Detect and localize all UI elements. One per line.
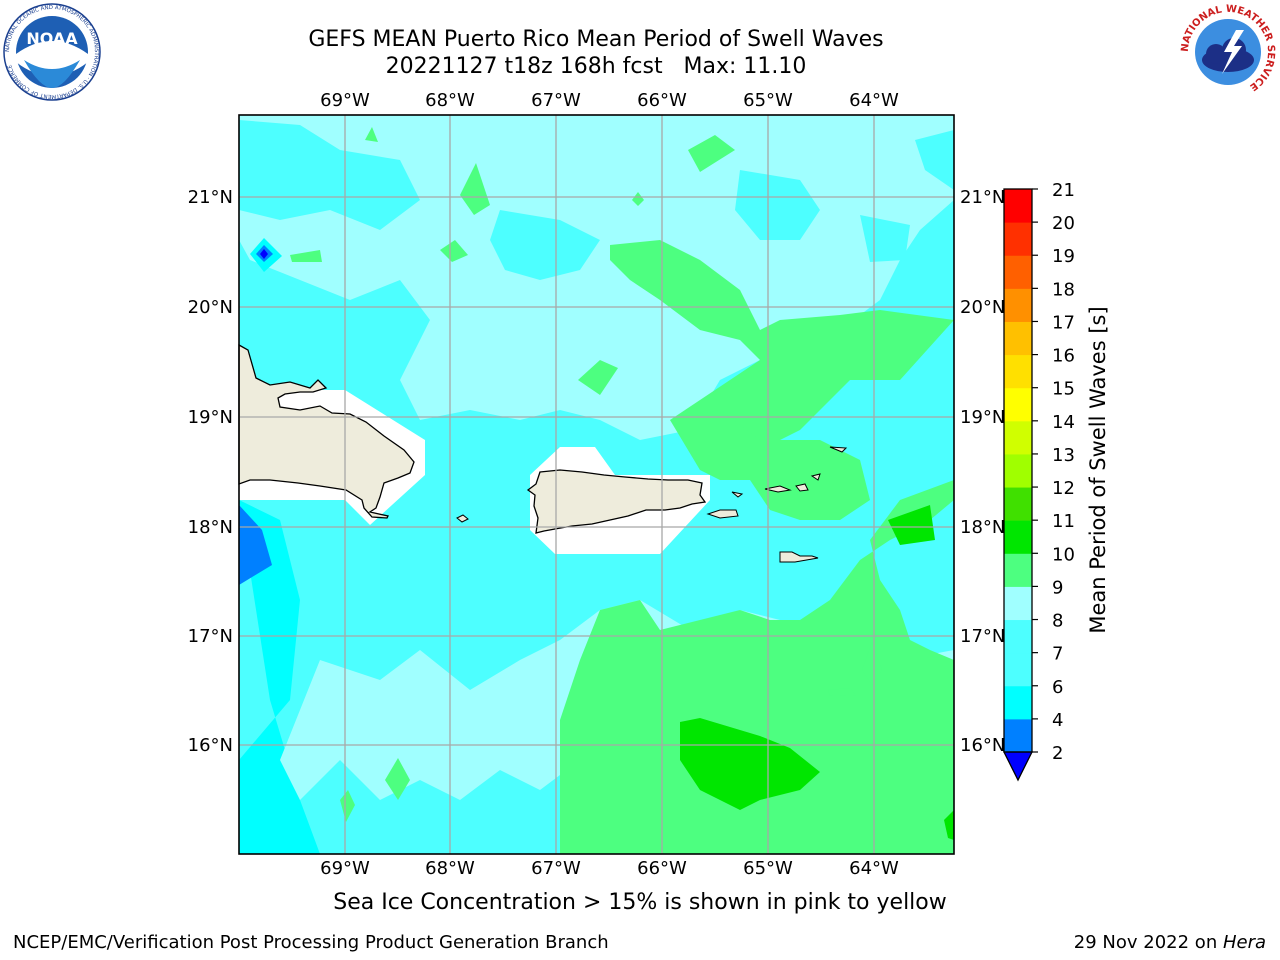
longitude-labels: 69°W 68°W 67°W 66°W 65°W 64°W 69°W 68°W … — [320, 90, 899, 879]
colorbar-frame — [1003, 188, 1033, 753]
colorbar-segment — [1004, 619, 1032, 654]
land-vieques — [706, 509, 739, 519]
field-band-9-10-small-2 — [460, 163, 490, 215]
lat-label-right-18n: 18°N — [960, 517, 1005, 538]
colorbar-label: Mean Period of Swell Waves [s] — [1086, 306, 1110, 633]
colorbar-segment — [1004, 553, 1032, 587]
lon-label-bottom-68w: 68°W — [425, 858, 475, 879]
colorbar-segment — [1004, 288, 1032, 322]
lat-label-left-16n: 16°N — [188, 735, 233, 756]
colorbar-tick-label: 13 — [1052, 445, 1075, 466]
lat-label-left-20n: 20°N — [188, 297, 233, 318]
lon-label-top-66w: 66°W — [637, 90, 687, 111]
field-under-spot — [260, 249, 268, 259]
colorbar-tick-label: 4 — [1052, 710, 1063, 731]
lon-label-bottom-66w: 66°W — [637, 858, 687, 879]
lat-label-right-16n: 16°N — [960, 735, 1005, 756]
field-band-9-10-small-3 — [578, 360, 618, 395]
footer-date-text: 29 Nov 2022 on — [1073, 932, 1223, 953]
land-hispaniola — [238, 343, 415, 519]
nws-logo: NATIONAL WEATHER SERVICE — [1180, 4, 1276, 100]
chart-subtitle: 20221127 t18z 168h fcst Max: 11.10 — [385, 54, 807, 79]
field-band-6-8-ne — [735, 130, 954, 262]
lon-label-top-67w: 67°W — [531, 90, 581, 111]
field-band-2-4 — [239, 505, 272, 585]
field-band-6-8-n — [490, 210, 600, 280]
colorbar-under-triangle — [1002, 751, 1034, 782]
chart-title: GEFS MEAN Puerto Rico Mean Period of Swe… — [308, 27, 884, 52]
land-virgin-islands — [731, 446, 848, 563]
colorbar-tick-label: 19 — [1052, 246, 1075, 267]
lat-label-right-21n: 21°N — [960, 187, 1005, 208]
colorbar-tick-label: 8 — [1052, 611, 1063, 632]
map-panel — [238, 115, 954, 854]
colorbar-tick-label: 11 — [1052, 511, 1075, 532]
field-band-6-8-nw — [239, 120, 420, 230]
lat-label-right-17n: 17°N — [960, 626, 1005, 647]
colorbar-tick-label: 14 — [1052, 412, 1075, 433]
lon-label-top-65w: 65°W — [743, 90, 793, 111]
field-band-9-10-small-1 — [688, 135, 735, 172]
lon-label-bottom-67w: 67°W — [531, 858, 581, 879]
colorbar-segment — [1004, 387, 1032, 422]
colorbar-tick-label: 7 — [1052, 644, 1063, 665]
colorbar-tick-label: 15 — [1052, 379, 1075, 400]
noaa-logo-text: NOAA — [26, 29, 78, 48]
land-puerto-rico — [526, 469, 707, 534]
lon-label-top-68w: 68°W — [425, 90, 475, 111]
colorbar-segment — [1004, 586, 1032, 621]
colorbar-tick-label: 9 — [1052, 577, 1063, 598]
field-band-9-10-central — [560, 240, 954, 854]
lon-label-bottom-69w: 69°W — [320, 858, 370, 879]
colorbar-tick-label: 20 — [1052, 213, 1075, 234]
latitude-labels: 21°N 20°N 19°N 18°N 17°N 16°N 21°N 20°N … — [188, 187, 1006, 756]
colorbar-tick-label: 16 — [1052, 346, 1075, 367]
colorbar-segment — [1004, 255, 1032, 289]
colorbar-tick-label: 6 — [1052, 677, 1063, 698]
colorbar-segment — [1004, 487, 1032, 521]
colorbar-segment — [1004, 453, 1032, 488]
lat-label-right-20n: 20°N — [960, 297, 1005, 318]
colorbar-segment — [1004, 520, 1032, 554]
land-mona-island — [456, 514, 469, 523]
colorbar-segment — [1004, 354, 1032, 389]
colorbar: 2 4 6 7 8 9 10 11 12 13 14 15 16 17 18 19 20 21 — [1002, 180, 1075, 782]
lat-label-left-21n: 21°N — [188, 187, 233, 208]
lat-label-left-18n: 18°N — [188, 517, 233, 538]
lon-label-top-64w: 64°W — [849, 90, 899, 111]
colorbar-segment — [1004, 420, 1032, 455]
colorbar-segment — [1004, 321, 1032, 356]
colorbar-segment — [1004, 189, 1032, 223]
colorbar-segment — [1004, 222, 1032, 256]
colorbar-tick-label: 17 — [1052, 312, 1075, 333]
noaa-logo: NOAA NATIONAL OCEANIC AND ATMOSPHERIC AD… — [3, 3, 101, 101]
graticule — [239, 115, 954, 854]
footer-credit: NCEP/EMC/Verification Post Processing Pr… — [13, 932, 609, 953]
footer-machine: Hera — [1222, 932, 1266, 953]
sea-ice-note: Sea Ice Concentration > 15% is shown in … — [333, 890, 947, 915]
colorbar-segment — [1004, 685, 1032, 720]
colorbar-tick-label: 18 — [1052, 279, 1075, 300]
lon-label-top-69w: 69°W — [320, 90, 370, 111]
colorbar-segment — [1004, 718, 1032, 753]
field-band-4-6 — [239, 500, 320, 854]
field-band-10-11-south — [680, 718, 820, 810]
lon-label-bottom-65w: 65°W — [743, 858, 793, 879]
map-frame — [238, 114, 955, 855]
lat-label-left-19n: 19°N — [188, 407, 233, 428]
footer-date: 29 Nov 2022 on Hera — [1074, 932, 1266, 953]
lon-label-bottom-64w: 64°W — [849, 858, 899, 879]
colorbar-tick-label: 2 — [1052, 743, 1063, 764]
colorbar-segment — [1004, 652, 1032, 687]
lat-label-left-17n: 17°N — [188, 626, 233, 647]
colorbar-tick-label: 21 — [1052, 180, 1075, 201]
colorbar-tick-label: 10 — [1052, 544, 1075, 565]
lat-label-right-19n: 19°N — [960, 407, 1005, 428]
colorbar-tick-label: 12 — [1052, 478, 1075, 499]
field-band-9-10-east — [670, 410, 870, 520]
